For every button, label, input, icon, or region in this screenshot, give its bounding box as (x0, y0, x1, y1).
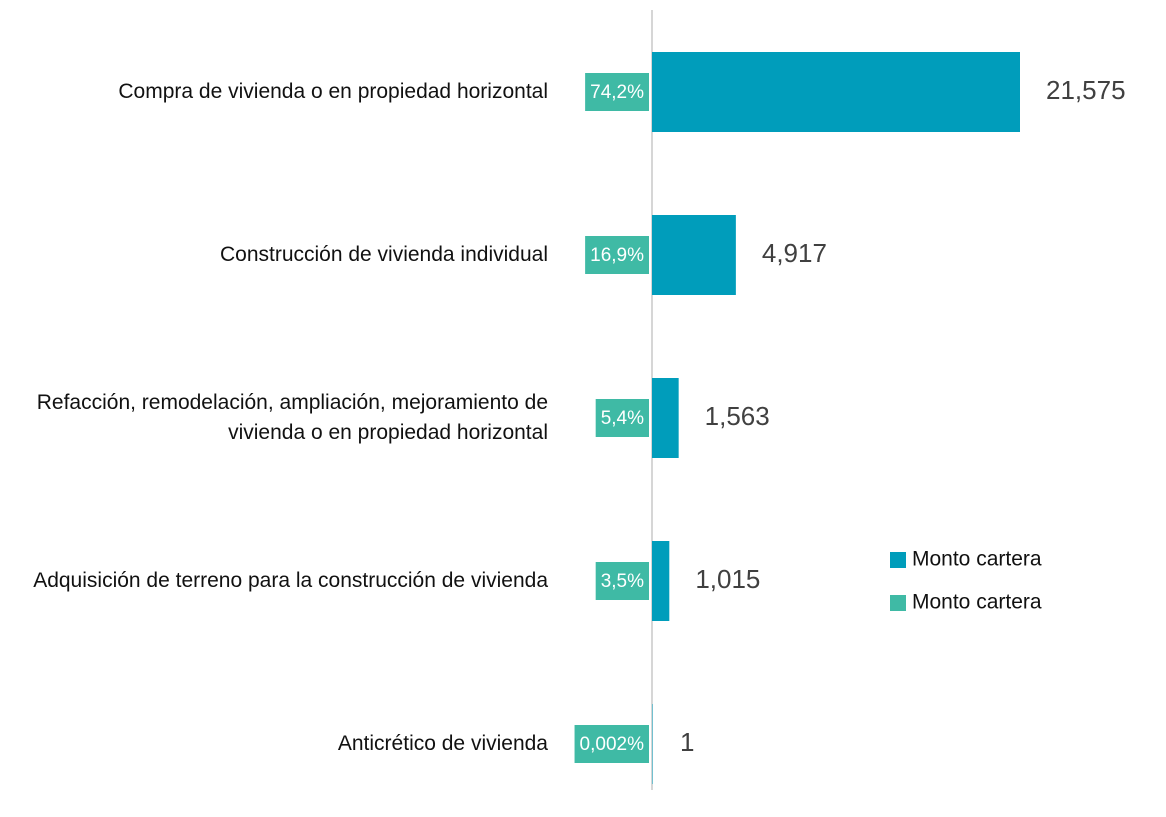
bar (652, 52, 1020, 132)
value-label: 1 (680, 727, 694, 757)
percent-box (595, 399, 649, 437)
category-label: Compra de vivienda o en propiedad horizo… (118, 80, 548, 103)
percent-label: 3,5% (601, 571, 644, 592)
percent-label: 16,9% (590, 245, 644, 266)
category-label: Anticrético de vivienda (337, 732, 548, 755)
percent-box (595, 562, 649, 600)
legend-swatch (890, 595, 906, 611)
percent-label: 5,4% (601, 408, 644, 429)
percent-box (585, 73, 649, 111)
category-label: Adquisición de terreno para la construcc… (33, 569, 548, 592)
percent-box (574, 725, 649, 763)
legend-swatch (890, 552, 906, 568)
value-label: 21,575 (1046, 75, 1126, 105)
legend-label: Monto cartera (912, 591, 1042, 614)
category-label: Refacción, remodelación, ampliación, mej… (36, 391, 548, 444)
legend-label: Monto cartera (912, 548, 1042, 571)
value-label: 4,917 (762, 238, 827, 268)
bar (652, 704, 653, 784)
value-label: 1,563 (705, 401, 770, 431)
bar (652, 215, 736, 295)
bar (652, 541, 670, 621)
value-label: 1,015 (695, 564, 760, 594)
percent-box (585, 236, 649, 274)
percent-label: 74,2% (590, 82, 644, 103)
category-label: Construcción de vivienda individual (219, 243, 548, 266)
percent-label: 0,002% (580, 734, 645, 755)
bar (652, 378, 679, 458)
